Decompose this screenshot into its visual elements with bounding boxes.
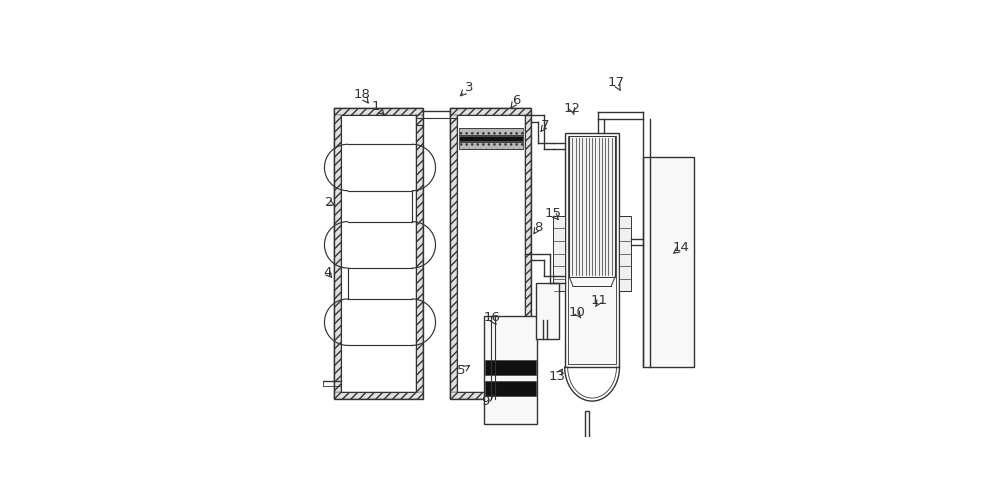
Text: 8: 8	[534, 220, 542, 234]
Bar	[459, 136, 523, 141]
Bar	[450, 115, 457, 392]
Text: 18: 18	[354, 88, 370, 101]
Text: 11: 11	[591, 295, 608, 307]
Bar	[341, 115, 416, 392]
Bar	[334, 392, 423, 399]
Text: 16: 16	[483, 311, 500, 325]
Bar	[459, 128, 523, 135]
Text: 4: 4	[323, 266, 331, 279]
Bar	[334, 115, 341, 392]
Bar	[568, 136, 616, 364]
Bar	[536, 283, 559, 339]
Text: 17: 17	[607, 76, 624, 89]
Text: 10: 10	[568, 306, 585, 319]
Bar	[619, 216, 631, 292]
Text: 1: 1	[371, 100, 380, 112]
Bar	[450, 108, 531, 399]
Bar	[416, 115, 423, 392]
Text: 9: 9	[481, 395, 489, 408]
Bar	[569, 136, 615, 277]
Bar	[643, 157, 694, 367]
Bar	[525, 115, 531, 392]
Bar	[565, 133, 619, 367]
Bar	[485, 381, 536, 396]
Bar	[334, 108, 423, 399]
Bar	[553, 216, 565, 292]
Bar	[450, 392, 531, 399]
Bar	[450, 108, 531, 115]
Text: 12: 12	[563, 102, 580, 114]
Text: 13: 13	[549, 370, 566, 383]
Text: 14: 14	[672, 242, 689, 254]
Text: 5: 5	[457, 364, 466, 377]
Bar	[485, 360, 536, 375]
Bar	[457, 115, 525, 392]
Text: 3: 3	[465, 81, 473, 94]
Text: 2: 2	[325, 196, 333, 209]
Text: 15: 15	[544, 207, 561, 220]
Bar	[585, 410, 589, 491]
Text: 7: 7	[541, 119, 550, 132]
Bar	[459, 142, 523, 148]
Bar	[334, 108, 423, 115]
Bar	[484, 316, 537, 424]
Text: 6: 6	[512, 94, 520, 107]
